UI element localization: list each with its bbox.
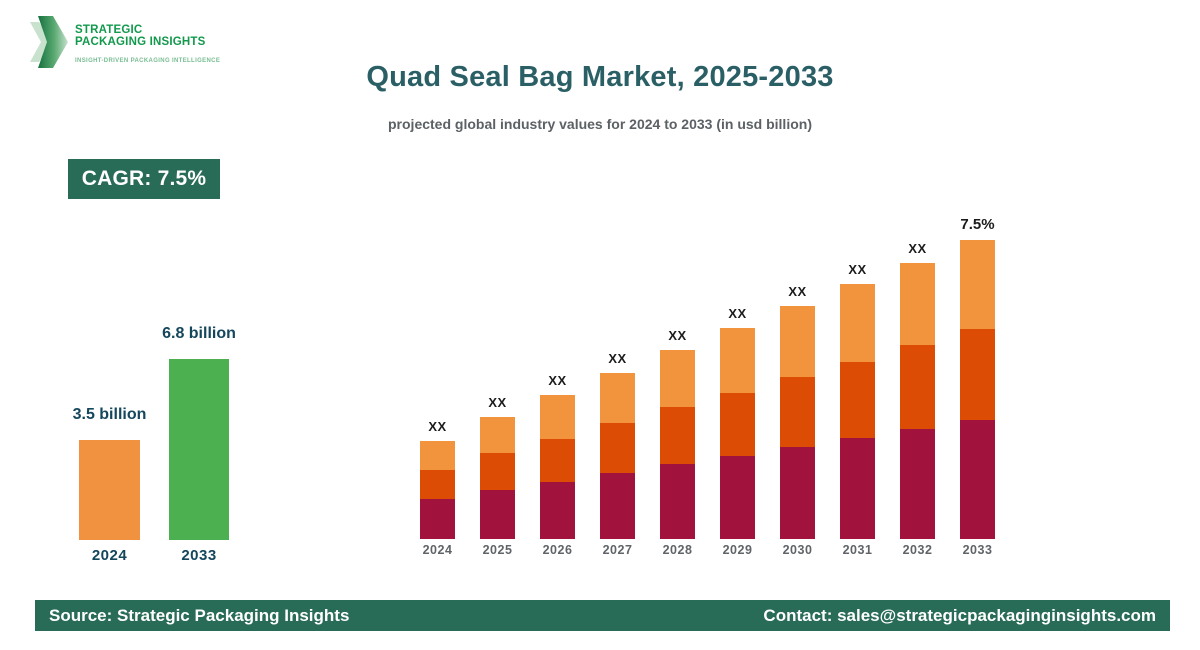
bar-value-label-2024: XX <box>428 419 447 434</box>
bar-value-label-2027: XX <box>608 351 627 366</box>
mini-x-axis-label-2033: 2033 <box>181 547 217 564</box>
stacked-bar-2033-segment-middle <box>960 329 995 420</box>
bar-value-label-2026: XX <box>548 373 567 388</box>
page-subtitle: projected global industry values for 202… <box>388 116 812 132</box>
x-axis-label-2026: 2026 <box>542 543 573 557</box>
stacked-bar-2031-segment-middle <box>840 362 875 438</box>
stacked-bar-2025-segment-top <box>480 417 515 453</box>
footer-contact-text: Contact: sales@strategicpackaginginsight… <box>763 605 1156 625</box>
stacked-bar-2032-segment-middle <box>900 345 935 429</box>
stacked-bar-2029-segment-middle <box>720 393 755 456</box>
stacked-bar-2030-segment-middle <box>780 377 815 447</box>
stacked-bar-2029-segment-bottom <box>720 456 755 539</box>
stacked-bar-2027-segment-middle <box>600 423 635 473</box>
stacked-bar-2026-segment-top <box>540 395 575 439</box>
stacked-bar-2028-segment-top <box>660 350 695 407</box>
growth-summary-chart: 3.5 billion 2024 6.8 billion 2033 <box>55 320 255 565</box>
logo-text: STRATEGIC PACKAGING INSIGHTS INSIGHT-DRI… <box>75 16 220 64</box>
stacked-bar-2026-segment-bottom <box>540 482 575 539</box>
x-axis-label-2029: 2029 <box>722 543 753 557</box>
stacked-bar-2031-segment-bottom <box>840 438 875 539</box>
footer-source-text: Source: Strategic Packaging Insights <box>49 605 350 625</box>
bar-value-label-2032: XX <box>908 241 927 256</box>
cagr-badge: CAGR: 7.5% <box>68 159 220 199</box>
stacked-bar-2032-segment-top <box>900 263 935 345</box>
logo-tagline: INSIGHT-DRIVEN PACKAGING INTELLIGENCE <box>75 58 221 64</box>
stacked-bar-2024-segment-middle <box>420 470 455 499</box>
stacked-bar-2033-segment-top <box>960 240 995 329</box>
x-axis-label-2033: 2033 <box>962 543 993 557</box>
stacked-bar-2025-segment-middle <box>480 453 515 490</box>
stacked-bar-2030-segment-bottom <box>780 447 815 539</box>
brand-logo: STRATEGIC PACKAGING INSIGHTS INSIGHT-DRI… <box>30 16 220 68</box>
logo-chevron-icon <box>30 16 68 68</box>
stacked-bar-2024-segment-top <box>420 441 455 470</box>
logo-text-line1: STRATEGIC <box>75 24 143 36</box>
bar-value-label-2028: XX <box>668 328 687 343</box>
bar-value-label-2025: XX <box>488 395 507 410</box>
x-axis-label-2032: 2032 <box>902 543 933 557</box>
footer-bar: Source: Strategic Packaging Insights Con… <box>35 600 1170 631</box>
stacked-bar-2029-segment-top <box>720 328 755 393</box>
stacked-bar-2028-segment-middle <box>660 407 695 464</box>
bar-value-label-2030: XX <box>788 284 807 299</box>
x-axis-label-2031: 2031 <box>842 543 873 557</box>
mini-bar-value-label: 3.5 billion <box>72 406 147 423</box>
page-title: Quad Seal Bag Market, 2025-2033 <box>366 61 834 94</box>
stacked-bar-2027-segment-top <box>600 373 635 423</box>
stacked-bar-2025-segment-bottom <box>480 490 515 539</box>
logo-text-line2: PACKAGING INSIGHTS <box>75 36 206 48</box>
bar-value-label-2033: 7.5% <box>960 216 995 233</box>
bar-value-label-2029: XX <box>728 306 747 321</box>
stacked-bar-2024-segment-bottom <box>420 499 455 539</box>
x-axis-label-2030: 2030 <box>782 543 813 557</box>
x-axis-label-2024: 2024 <box>422 543 453 557</box>
stacked-bar-2028-segment-bottom <box>660 464 695 539</box>
stacked-bar-2030-segment-top <box>780 306 815 377</box>
x-axis-label-2027: 2027 <box>602 543 633 557</box>
mini-bar-2024 <box>79 440 140 540</box>
x-axis-label-2025: 2025 <box>482 543 513 557</box>
stacked-bar-2026-segment-middle <box>540 439 575 482</box>
annual-projection-chart: XX 2024 XX 2025 XX 2026 XX 2027 XX 2028 XX 2029 XX 20… <box>410 195 1020 565</box>
stacked-bar-2031-segment-top <box>840 284 875 362</box>
x-axis-label-2028: 2028 <box>662 543 693 557</box>
stacked-bar-2032-segment-bottom <box>900 429 935 539</box>
mini-bar-2033 <box>169 359 229 540</box>
mini-x-axis-label-2024: 2024 <box>91 547 128 564</box>
stacked-bar-2033-segment-bottom <box>960 420 995 539</box>
mini-bar-value-label: 6.8 billion <box>162 325 236 342</box>
stacked-bar-2027-segment-bottom <box>600 473 635 539</box>
bar-value-label-2031: XX <box>848 262 867 277</box>
